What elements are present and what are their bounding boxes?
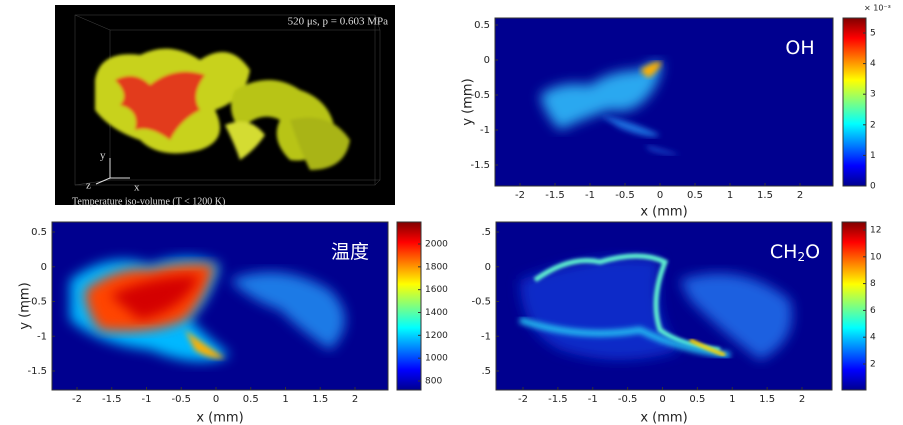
panel-label: OH — [785, 37, 814, 59]
colorbar-tick-label: 1600 — [425, 285, 448, 295]
x-tick-label: 2 — [352, 394, 358, 405]
caption: 520 μs, p = 0.603 MPa — [288, 16, 389, 28]
y-tick-label: 0.5 — [31, 227, 47, 238]
x-tick-label: 1.5 — [312, 394, 328, 405]
x-tick-label: 1 — [282, 394, 288, 405]
x-tick-label: -0.5 — [615, 190, 635, 201]
panel-label-part: CH — [770, 241, 798, 263]
colorbar-tick-label: 0 — [870, 182, 876, 192]
y-tick-label: .5 — [481, 227, 491, 238]
y-axis-label: y (mm) — [18, 282, 33, 329]
colorbar-tick-label: 2000 — [425, 240, 448, 250]
panel-label: 温度 — [331, 241, 369, 263]
x-tick-label: 2 — [799, 394, 805, 405]
y-tick-label: -1 — [37, 331, 47, 342]
y-tick-label: -0.5 — [471, 297, 491, 308]
x-tick-label: 1 — [729, 394, 735, 405]
axis-label: y — [100, 150, 106, 162]
colorbar-tick-label: 8 — [870, 279, 876, 289]
figure: y z x 520 μs, p = 0.603 MPa Temperature … — [0, 0, 903, 425]
x-tick-label: -1 — [588, 394, 598, 405]
x-tick-label: 2 — [797, 190, 803, 201]
x-tick-label: 0.5 — [687, 190, 703, 201]
colorbar-tick-label: 800 — [425, 377, 442, 387]
colorbar-tick-label: 12 — [870, 226, 881, 236]
render-3d: y z x 520 μs, p = 0.603 MPa Temperature … — [55, 5, 395, 207]
x-tick-label: 0 — [213, 394, 219, 405]
y-tick-label: -1 — [480, 125, 490, 136]
colorbar-tick-label: 1 — [870, 151, 876, 161]
x-tick-label: -1 — [142, 394, 152, 405]
x-tick-label: -2 — [72, 394, 82, 405]
y-tick-label: 0 — [485, 262, 491, 273]
caption: Temperature iso-volume (T < 1200 K) — [72, 196, 225, 207]
colorbar-tick-label: 1200 — [425, 331, 448, 341]
colorbar-tick-label: 2 — [870, 120, 876, 130]
colorbar-tick-label: 1400 — [425, 308, 448, 318]
panel-label-part: OH — [785, 37, 814, 59]
y-tick-label: -1 — [481, 331, 491, 342]
axis-label: x — [134, 182, 140, 194]
heatmap — [495, 18, 833, 186]
colorbar-tick-label: 6 — [870, 306, 876, 316]
y-tick-label: 0.5 — [474, 20, 490, 31]
y-tick-label: -1.5 — [27, 366, 47, 377]
colorbar — [397, 222, 421, 390]
colorbar-tick-label: 2 — [870, 360, 876, 370]
x-tick-label: -0.5 — [171, 394, 191, 405]
axis-label: z — [86, 180, 91, 192]
x-tick-label: 1.5 — [759, 394, 775, 405]
x-tick-label: -1.5 — [548, 394, 568, 405]
colorbar-tick-label: 5 — [870, 29, 876, 39]
panel-label-part: 2 — [797, 250, 805, 264]
colorbar-exponent: × 10⁻³ — [864, 4, 891, 13]
colorbar-tick-label: 1000 — [425, 354, 448, 364]
x-tick-label: 0 — [659, 394, 665, 405]
panel-label-part: 温度 — [331, 241, 369, 263]
x-axis-label: x (mm) — [640, 205, 687, 220]
x-tick-label: 1.5 — [757, 190, 773, 201]
x-tick-label: 0 — [657, 190, 663, 201]
colorbar-tick-label: 1800 — [425, 262, 448, 272]
x-tick-label: -1.5 — [545, 190, 565, 201]
x-tick-label: 1 — [727, 190, 733, 201]
x-axis-label: x (mm) — [196, 411, 243, 425]
colorbar-tick-label: 4 — [870, 59, 876, 69]
panel-label-part: O — [805, 241, 820, 263]
x-tick-label: -1 — [585, 190, 595, 201]
x-axis-label: x (mm) — [640, 411, 687, 425]
colorbar-tick-label: 10 — [870, 252, 882, 262]
colorbar-tick-label: 4 — [870, 333, 876, 343]
y-tick-label: 0 — [484, 55, 490, 66]
x-tick-label: -1.5 — [102, 394, 122, 405]
y-axis-label: y (mm) — [461, 78, 476, 125]
colorbar — [842, 222, 866, 390]
y-tick-label: 0 — [41, 262, 47, 273]
x-tick-label: 0.5 — [689, 394, 705, 405]
colorbar — [843, 18, 866, 186]
y-tick-label: -1.5 — [470, 160, 490, 171]
y-tick-label: .5 — [481, 366, 491, 377]
x-tick-label: -2 — [515, 190, 525, 201]
panel-label: CH2O — [770, 241, 820, 264]
colorbar-tick-label: 3 — [870, 90, 876, 100]
x-tick-label: -0.5 — [618, 394, 638, 405]
x-tick-label: -2 — [518, 394, 528, 405]
x-tick-label: 0.5 — [243, 394, 259, 405]
